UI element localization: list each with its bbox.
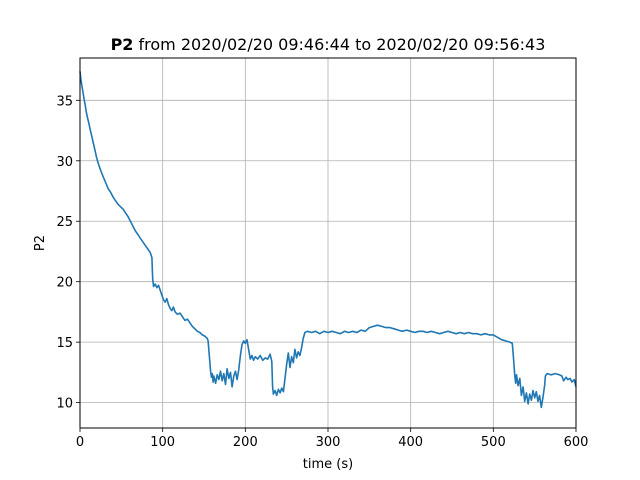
x-tick-label: 300 xyxy=(316,435,341,450)
y-tick-label: 10 xyxy=(56,397,73,412)
y-tick-label: 30 xyxy=(56,155,73,170)
x-tick-label: 400 xyxy=(398,435,423,450)
x-tick-label: 0 xyxy=(76,435,84,450)
series-layer xyxy=(79,71,577,409)
x-tick-label: 200 xyxy=(233,435,258,450)
x-tick-label: 100 xyxy=(150,435,175,450)
chart-title: P2 from 2020/02/20 09:46:44 to 2020/02/2… xyxy=(111,35,546,54)
y-axis: 10 15 20 25 30 35 xyxy=(56,94,80,412)
chart-title-rest: from 2020/02/20 09:46:44 to 2020/02/20 0… xyxy=(133,35,545,54)
chart-title-bold: P2 xyxy=(111,35,134,54)
y-tick-label: 20 xyxy=(56,276,73,291)
x-axis: 0 100 200 300 400 500 600 xyxy=(76,428,589,450)
y-tick-label: 15 xyxy=(56,336,73,351)
grid xyxy=(79,58,577,428)
x-tick-label: 600 xyxy=(564,435,589,450)
y-tick-label: 25 xyxy=(56,215,73,230)
y-tick-label: 35 xyxy=(56,94,73,109)
series-line xyxy=(79,71,577,409)
x-axis-label: time (s) xyxy=(303,457,353,472)
y-axis-label: P2 xyxy=(33,235,48,251)
x-tick-label: 500 xyxy=(481,435,506,450)
